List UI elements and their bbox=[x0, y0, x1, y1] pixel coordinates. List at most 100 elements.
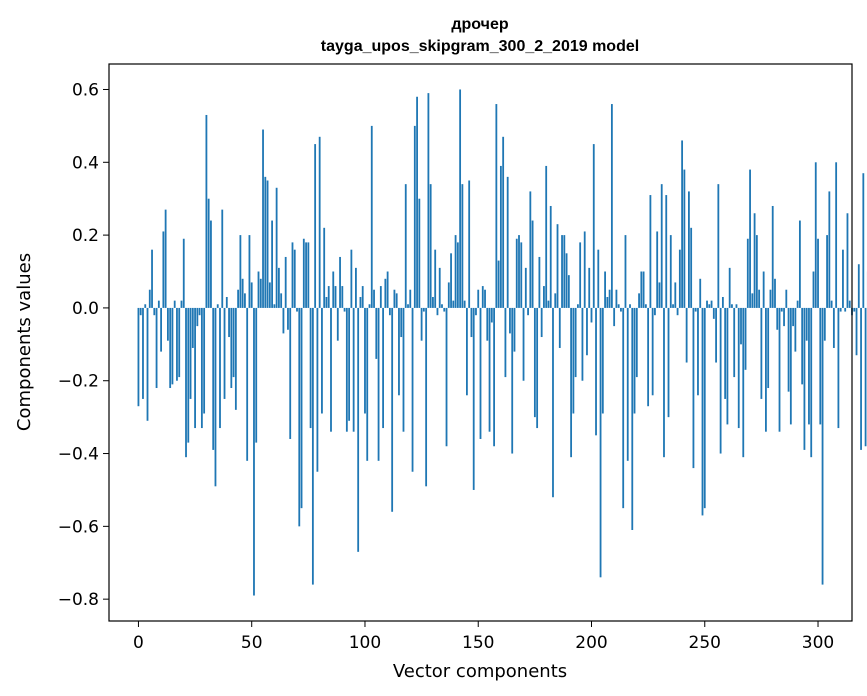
bar bbox=[554, 293, 557, 308]
bar bbox=[769, 289, 772, 308]
bar bbox=[173, 300, 176, 308]
bar bbox=[635, 307, 638, 378]
bar bbox=[835, 162, 838, 308]
bar bbox=[386, 271, 389, 308]
bar bbox=[545, 165, 548, 308]
bar bbox=[427, 93, 430, 308]
bar bbox=[665, 195, 668, 308]
bar bbox=[327, 286, 330, 308]
bar bbox=[672, 304, 674, 308]
bar bbox=[821, 307, 824, 585]
bar bbox=[463, 300, 466, 308]
bar bbox=[171, 307, 174, 385]
bar bbox=[398, 307, 400, 396]
bar bbox=[629, 304, 631, 308]
bar bbox=[391, 307, 394, 512]
y-tick-label: 0.4 bbox=[72, 153, 99, 173]
x-axis-label: Vector components bbox=[393, 661, 567, 682]
bar bbox=[610, 104, 613, 308]
bar bbox=[384, 278, 387, 308]
bar bbox=[259, 278, 262, 308]
bar bbox=[277, 267, 280, 308]
bar bbox=[307, 242, 310, 308]
bar bbox=[864, 307, 867, 447]
bar bbox=[352, 307, 355, 432]
bar bbox=[246, 307, 249, 461]
bar bbox=[282, 307, 285, 334]
bar bbox=[146, 307, 149, 421]
bar bbox=[774, 278, 776, 308]
bar bbox=[221, 209, 224, 308]
bar bbox=[785, 289, 788, 308]
bar bbox=[565, 253, 568, 308]
bar bbox=[400, 307, 403, 338]
bar bbox=[409, 289, 412, 308]
bar bbox=[819, 307, 822, 425]
y-axis-label: Components values bbox=[14, 253, 35, 431]
bar bbox=[368, 304, 371, 308]
bar bbox=[370, 125, 373, 308]
bar bbox=[731, 304, 733, 308]
bar bbox=[241, 278, 244, 308]
bar bbox=[789, 307, 792, 425]
bar bbox=[302, 238, 305, 308]
bar bbox=[191, 307, 194, 348]
bar bbox=[746, 238, 749, 308]
bar bbox=[268, 282, 271, 308]
bar bbox=[445, 307, 448, 447]
y-tick-label: −0.8 bbox=[58, 590, 99, 610]
bar bbox=[724, 307, 727, 399]
bar bbox=[556, 224, 559, 308]
bar bbox=[801, 307, 804, 385]
bar bbox=[719, 307, 722, 454]
bar bbox=[717, 184, 720, 308]
bar bbox=[572, 307, 575, 414]
bar bbox=[561, 235, 563, 308]
bar bbox=[520, 242, 523, 308]
bar bbox=[413, 125, 416, 308]
bar bbox=[694, 307, 697, 312]
bar bbox=[808, 307, 810, 425]
bar bbox=[456, 242, 459, 308]
bar bbox=[509, 307, 511, 334]
bar bbox=[284, 256, 287, 308]
bar bbox=[540, 307, 543, 338]
bar bbox=[432, 296, 434, 308]
bar bbox=[608, 289, 611, 308]
bar bbox=[343, 307, 346, 312]
bar bbox=[176, 307, 178, 381]
bar bbox=[826, 235, 828, 308]
bar bbox=[212, 307, 215, 450]
bar bbox=[210, 220, 212, 308]
bar bbox=[642, 271, 645, 308]
bar bbox=[567, 275, 570, 308]
bar bbox=[538, 256, 541, 308]
bar bbox=[780, 307, 783, 312]
bar bbox=[624, 235, 627, 308]
bar bbox=[461, 184, 464, 308]
bar bbox=[765, 307, 767, 432]
bar bbox=[178, 307, 181, 378]
bar bbox=[393, 289, 396, 308]
bar bbox=[667, 307, 670, 418]
bar bbox=[617, 304, 620, 308]
bar bbox=[420, 307, 423, 341]
bar bbox=[753, 213, 756, 308]
bar bbox=[742, 307, 745, 458]
bar bbox=[733, 307, 736, 378]
bar bbox=[404, 184, 407, 308]
bar bbox=[366, 307, 369, 461]
bar bbox=[325, 296, 328, 308]
bar bbox=[710, 300, 713, 308]
bar bbox=[751, 293, 754, 308]
bar bbox=[309, 307, 312, 429]
bar bbox=[579, 242, 582, 308]
bar bbox=[305, 242, 307, 308]
bar bbox=[355, 267, 357, 308]
bar bbox=[418, 198, 421, 308]
y-tick-label: 0.2 bbox=[72, 226, 99, 246]
bar bbox=[348, 307, 351, 421]
bar bbox=[798, 220, 801, 308]
bar bbox=[832, 307, 835, 348]
